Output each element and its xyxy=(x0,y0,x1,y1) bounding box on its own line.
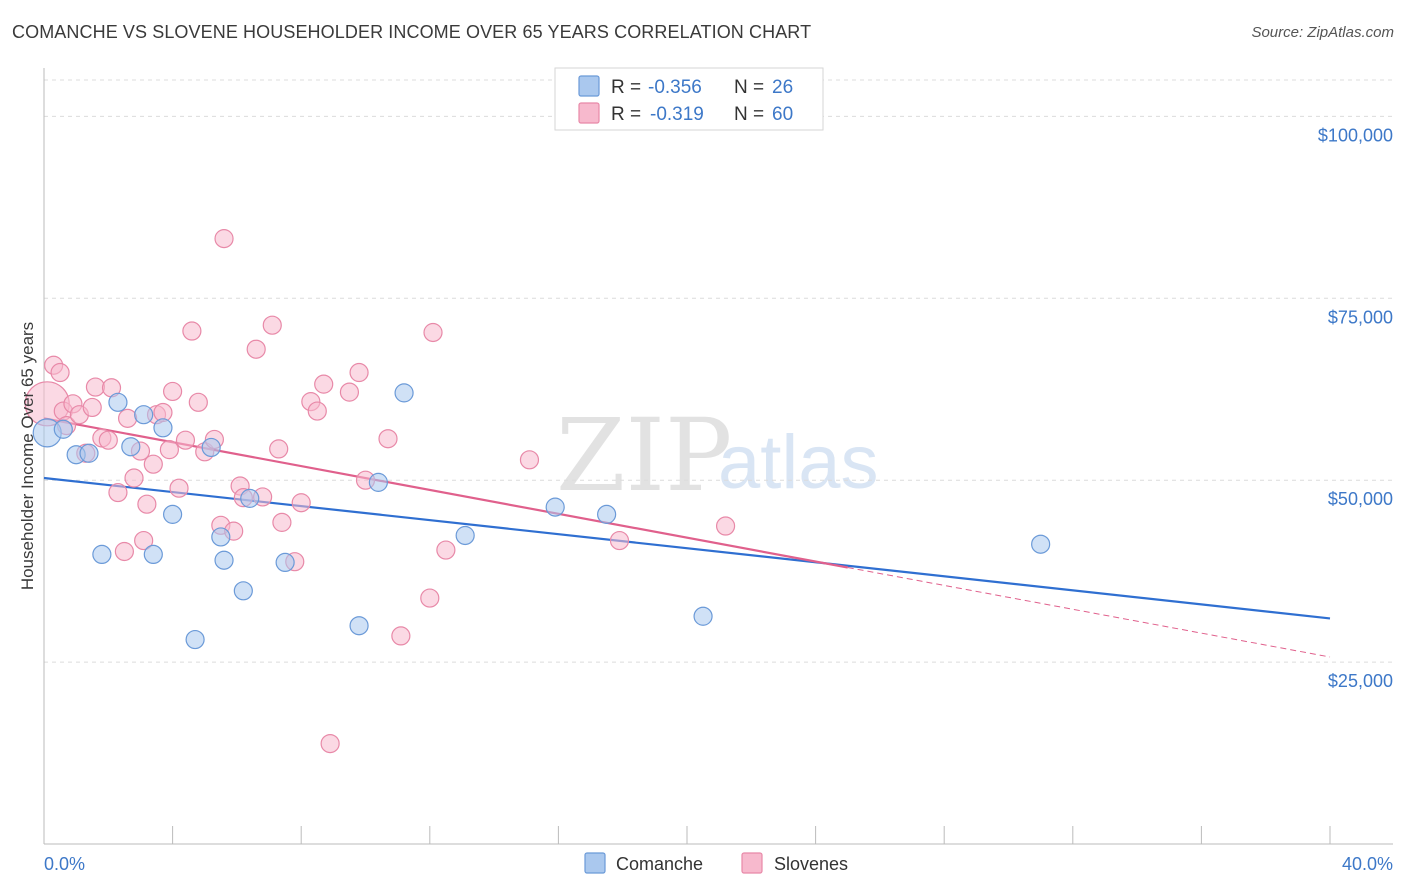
y-tick-label: $75,000 xyxy=(1328,307,1393,327)
points-comanche xyxy=(32,383,1051,650)
y-tick-label: $50,000 xyxy=(1328,489,1393,509)
top-legend: R = -0.356 N = 26 R = -0.319 N = 60 xyxy=(554,67,824,131)
point-slovenes xyxy=(98,430,118,450)
bottom-legend-label-comanche: Comanche xyxy=(616,854,703,874)
point-comanche xyxy=(368,472,388,492)
point-slovenes xyxy=(175,430,196,450)
point-slovenes xyxy=(378,429,398,449)
point-comanche xyxy=(121,437,141,457)
point-comanche xyxy=(1031,534,1051,554)
point-slovenes xyxy=(436,540,456,560)
legend-swatch-slovenes xyxy=(578,102,600,124)
point-comanche xyxy=(134,405,154,425)
point-slovenes xyxy=(320,733,340,754)
trend-line-slovenes-extension xyxy=(847,567,1331,658)
point-slovenes xyxy=(314,374,334,394)
point-slovenes xyxy=(50,362,70,383)
legend-r-value-slovenes: -0.319 xyxy=(650,104,704,125)
y-tick-label: $100,000 xyxy=(1318,125,1393,145)
point-slovenes xyxy=(519,450,540,470)
legend-n-label-comanche: N = xyxy=(734,77,764,98)
point-slovenes xyxy=(114,541,134,562)
point-comanche xyxy=(108,392,128,412)
point-slovenes xyxy=(420,588,440,608)
legend-swatch-comanche xyxy=(578,75,600,97)
point-slovenes xyxy=(117,408,138,428)
point-comanche xyxy=(92,544,112,565)
watermark: ZIP atlas xyxy=(556,397,879,514)
point-slovenes xyxy=(269,439,289,459)
point-slovenes xyxy=(143,454,163,474)
legend-n-value-slovenes: 60 xyxy=(772,104,793,125)
point-slovenes xyxy=(137,494,157,514)
point-comanche xyxy=(214,550,234,570)
axes xyxy=(43,68,1393,845)
point-comanche xyxy=(233,581,253,601)
point-slovenes xyxy=(715,516,736,536)
legend-r-label-comanche: R = xyxy=(611,77,641,98)
point-comanche xyxy=(153,418,173,438)
bottom-legend-swatch-slovenes xyxy=(741,852,763,874)
point-slovenes xyxy=(246,339,266,359)
bottom-legend: Comanche Slovenes xyxy=(584,852,848,874)
source-label: Source: ZipAtlas.com xyxy=(1251,24,1394,41)
point-comanche xyxy=(455,525,475,546)
point-slovenes xyxy=(609,530,630,551)
point-slovenes xyxy=(108,482,128,503)
point-comanche xyxy=(185,629,205,650)
point-slovenes xyxy=(182,321,202,341)
point-comanche xyxy=(53,419,73,439)
point-comanche xyxy=(394,383,414,403)
point-comanche xyxy=(597,504,617,524)
point-comanche xyxy=(201,437,221,458)
point-slovenes xyxy=(163,381,183,402)
point-slovenes xyxy=(169,478,189,498)
y-tick-label: $25,000 xyxy=(1328,671,1393,691)
point-slovenes xyxy=(159,440,179,460)
point-slovenes xyxy=(349,362,369,383)
point-slovenes xyxy=(214,229,234,249)
legend-r-label-slovenes: R = xyxy=(611,104,641,125)
point-comanche xyxy=(240,488,260,508)
point-slovenes xyxy=(82,397,102,418)
point-slovenes xyxy=(272,512,292,532)
point-slovenes xyxy=(188,392,208,412)
watermark-zip: ZIP xyxy=(556,397,732,514)
point-slovenes xyxy=(85,377,106,397)
legend-box xyxy=(554,67,824,131)
point-comanche xyxy=(211,527,231,547)
x-tick-label-min: 0.0% xyxy=(44,854,85,874)
point-slovenes xyxy=(307,401,327,421)
bottom-legend-label-slovenes: Slovenes xyxy=(774,854,848,874)
x-tick-label-max: 40.0% xyxy=(1342,854,1393,874)
point-comanche xyxy=(79,443,99,463)
chart-title: COMANCHE VS SLOVENE HOUSEHOLDER INCOME O… xyxy=(12,22,812,42)
point-comanche xyxy=(143,544,163,565)
point-slovenes xyxy=(134,530,154,551)
point-comanche xyxy=(163,504,183,524)
bottom-legend-swatch-comanche xyxy=(584,852,606,874)
point-comanche xyxy=(545,497,565,517)
point-slovenes xyxy=(291,493,311,513)
point-comanche xyxy=(275,552,295,573)
point-slovenes xyxy=(423,322,443,343)
point-slovenes xyxy=(262,315,282,335)
point-comanche xyxy=(693,606,713,626)
watermark-atlas: atlas xyxy=(718,420,879,505)
point-slovenes xyxy=(339,382,360,402)
y-axis-label: Householder Income Over 65 years xyxy=(18,322,37,590)
legend-n-value-comanche: 26 xyxy=(772,77,793,98)
point-slovenes xyxy=(391,626,411,646)
point-slovenes xyxy=(124,468,144,488)
legend-r-value-comanche: -0.356 xyxy=(648,77,702,98)
legend-n-label-slovenes: N = xyxy=(734,104,764,125)
point-comanche xyxy=(349,616,369,636)
